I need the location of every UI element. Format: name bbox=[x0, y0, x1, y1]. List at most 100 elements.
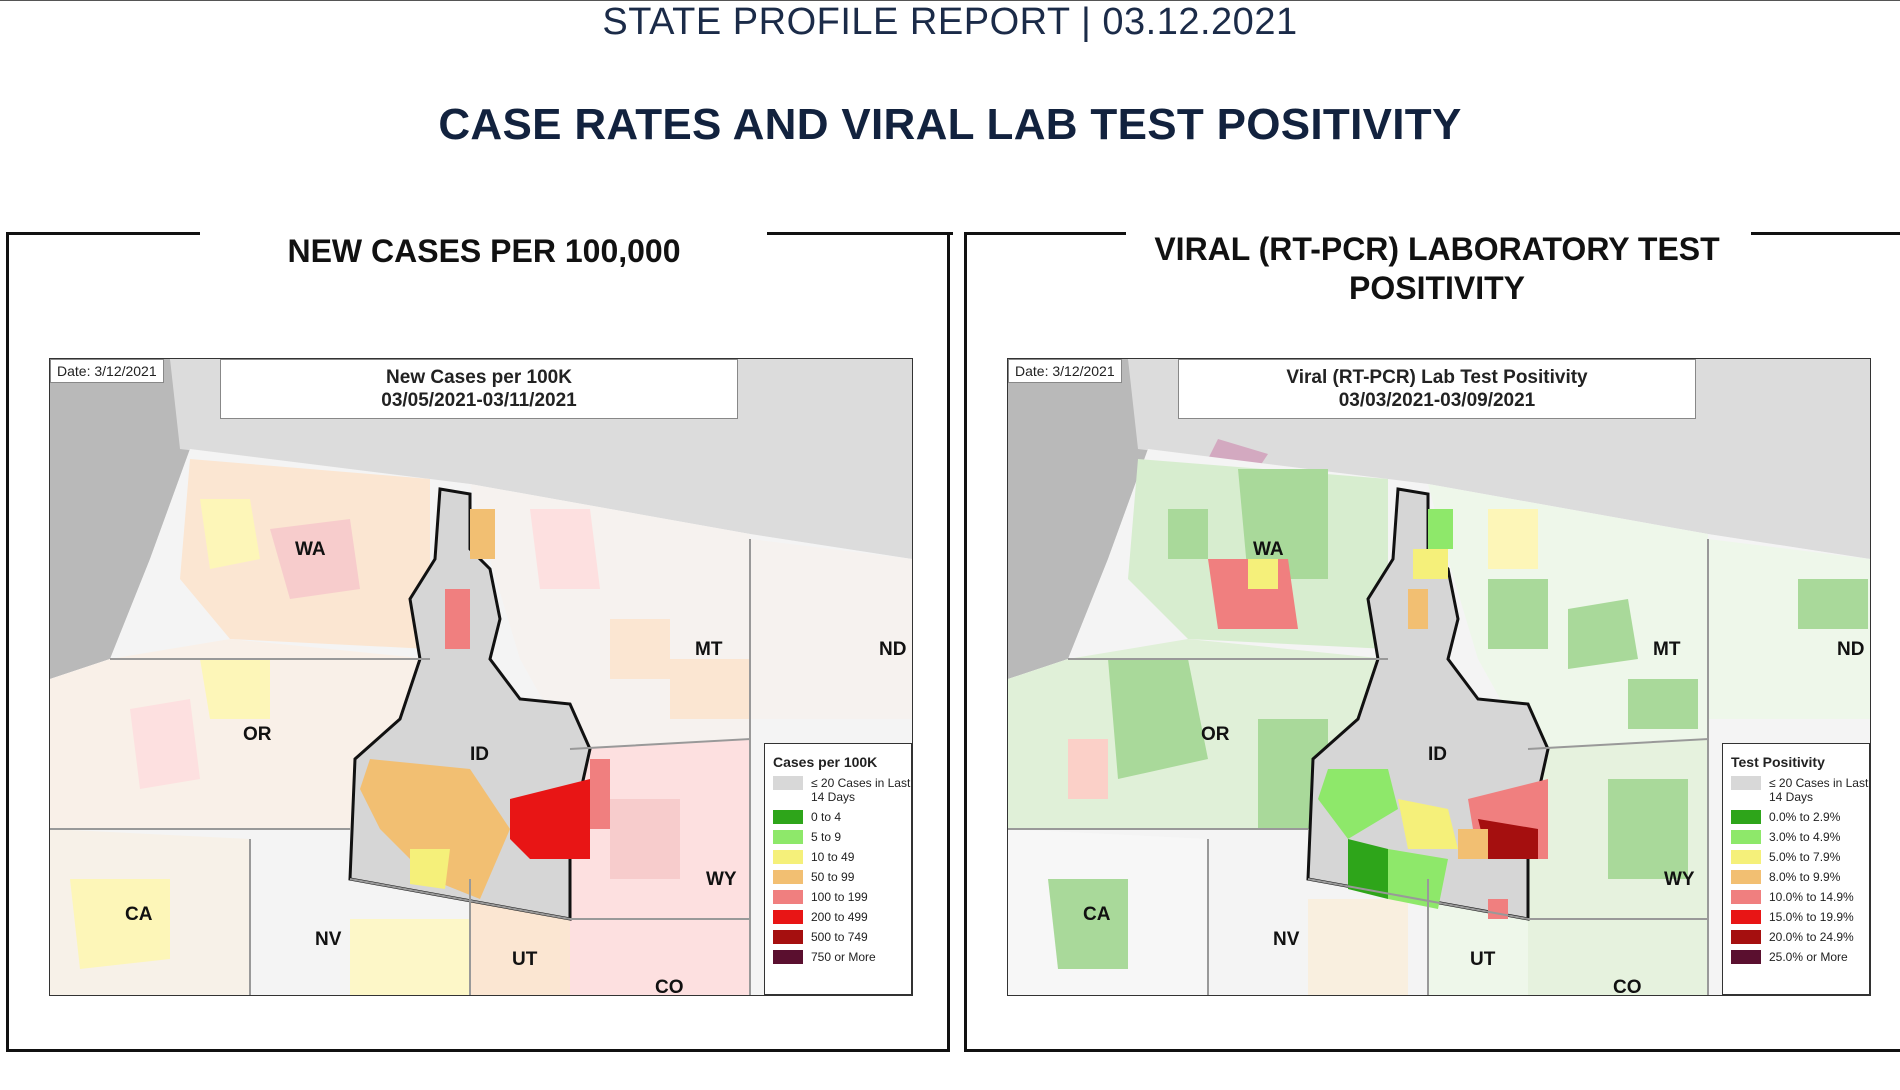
legend-label: 10 to 49 bbox=[811, 850, 855, 864]
legend-item: 500 to 749 bbox=[773, 930, 911, 944]
legend-item: 50 to 99 bbox=[773, 870, 911, 884]
panel-title: NEW CASES PER 100,000 bbox=[287, 233, 681, 269]
state-label-mt: MT bbox=[695, 639, 723, 660]
state-label-nv: NV bbox=[1273, 929, 1300, 950]
report-header: STATE PROFILE REPORT | 03.12.2021 bbox=[602, 1, 1298, 43]
legend-label: 200 to 499 bbox=[811, 910, 868, 924]
legend-item: 25.0% or More bbox=[1731, 950, 1869, 964]
map-date: Date: 3/12/2021 bbox=[1008, 359, 1122, 383]
map-title-line-2: 03/05/2021-03/11/2021 bbox=[381, 390, 577, 411]
panel-top-rule bbox=[964, 232, 1126, 235]
legend: Test Positivity ≤ 20 Cases in Last 14 Da… bbox=[1722, 743, 1870, 995]
map-date: Date: 3/12/2021 bbox=[50, 359, 164, 383]
state-label-or: OR bbox=[243, 724, 272, 745]
legend-label: 0 to 4 bbox=[811, 810, 842, 824]
legend-swatch bbox=[773, 890, 803, 904]
legend-item: 5 to 9 bbox=[773, 830, 911, 844]
state-label-co: CO bbox=[655, 977, 684, 996]
legend-label: 15.0% to 19.9% bbox=[1769, 910, 1854, 924]
state-label-wa: WA bbox=[295, 539, 326, 560]
legend-swatch bbox=[773, 870, 803, 884]
legend-item: 5.0% to 7.9% bbox=[1731, 850, 1869, 864]
legend-swatch bbox=[1731, 830, 1761, 844]
legend-label: 5 to 9 bbox=[811, 830, 842, 844]
legend-title: Test Positivity bbox=[1731, 754, 1825, 770]
legend-item: 20.0% to 24.9% bbox=[1731, 930, 1869, 944]
state-label-mt: MT bbox=[1653, 639, 1681, 660]
legend-swatch bbox=[1731, 910, 1761, 924]
legend-item: 0.0% to 2.9% bbox=[1731, 810, 1869, 824]
legend-swatch bbox=[1731, 810, 1761, 824]
legend-swatch bbox=[1731, 850, 1761, 864]
state-label-co: CO bbox=[1613, 977, 1642, 996]
state-label-ca: CA bbox=[125, 904, 153, 925]
legend-label: 0.0% to 2.9% bbox=[1769, 810, 1841, 824]
legend-label: 3.0% to 4.9% bbox=[1769, 830, 1841, 844]
legend-swatch bbox=[773, 930, 803, 944]
map-canvas bbox=[1008, 359, 1870, 995]
legend-swatch bbox=[773, 810, 803, 824]
legend-label: 10.0% to 14.9% bbox=[1769, 890, 1854, 904]
map-title: New Cases per 100K 03/05/2021-03/11/2021 bbox=[220, 359, 738, 419]
legend-swatch bbox=[1731, 870, 1761, 884]
panel-top-rule bbox=[767, 232, 953, 235]
map-new-cases: Date: 3/12/2021 New Cases per 100K 03/05… bbox=[49, 358, 913, 996]
legend-label: 5.0% to 7.9% bbox=[1769, 850, 1841, 864]
map-title: Viral (RT-PCR) Lab Test Positivity 03/03… bbox=[1178, 359, 1696, 419]
state-label-wy: WY bbox=[706, 869, 737, 890]
legend-swatch bbox=[1731, 776, 1761, 790]
legend-label: 500 to 749 bbox=[811, 930, 868, 944]
state-label-ca: CA bbox=[1083, 904, 1111, 925]
legend-item: 10.0% to 14.9% bbox=[1731, 890, 1869, 904]
legend-item: ≤ 20 Cases in Last 14 Days bbox=[1731, 776, 1869, 804]
panel-test-positivity: VIRAL (RT-PCR) LABORATORY TEST POSITIVIT… bbox=[964, 231, 1900, 1052]
panel-title: VIRAL (RT-PCR) LABORATORY TEST POSITIVIT… bbox=[1154, 231, 1720, 306]
map-title-line-1: Viral (RT-PCR) Lab Test Positivity bbox=[1286, 367, 1588, 388]
state-label-id: ID bbox=[1428, 744, 1447, 765]
map-title-line-2: 03/03/2021-03/09/2021 bbox=[1338, 390, 1536, 411]
legend-label: 100 to 199 bbox=[811, 890, 868, 904]
legend-swatch bbox=[773, 950, 803, 964]
state-label-nd: ND bbox=[1837, 639, 1865, 660]
legend-label: 25.0% or More bbox=[1769, 950, 1848, 964]
state-label-nv: NV bbox=[315, 929, 342, 950]
legend-swatch bbox=[773, 910, 803, 924]
legend-item: 10 to 49 bbox=[773, 850, 911, 864]
state-label-wa: WA bbox=[1253, 539, 1284, 560]
panel-top-rule bbox=[1751, 232, 1900, 235]
map-test-positivity: Date: 3/12/2021 Viral (RT-PCR) Lab Test … bbox=[1007, 358, 1871, 996]
legend-item: ≤ 20 Cases in Last 14 Days bbox=[773, 776, 911, 804]
legend-label: ≤ 20 Cases in Last 14 Days bbox=[811, 776, 911, 804]
legend-swatch bbox=[773, 850, 803, 864]
top-rule bbox=[0, 0, 1900, 1]
legend-title: Cases per 100K bbox=[773, 754, 878, 770]
state-label-ut: UT bbox=[512, 949, 538, 970]
legend-item: 15.0% to 19.9% bbox=[1731, 910, 1869, 924]
map-title-line-1: New Cases per 100K bbox=[386, 367, 572, 388]
legend-item: 750 or More bbox=[773, 950, 911, 964]
legend-label: 750 or More bbox=[811, 950, 876, 964]
legend-item: 8.0% to 9.9% bbox=[1731, 870, 1869, 884]
legend-label: 50 to 99 bbox=[811, 870, 855, 884]
state-label-id: ID bbox=[470, 744, 489, 765]
legend-label: 20.0% to 24.9% bbox=[1769, 930, 1854, 944]
state-label-wy: WY bbox=[1664, 869, 1695, 890]
section-title: CASE RATES AND VIRAL LAB TEST POSITIVITY bbox=[438, 100, 1462, 149]
state-label-ut: UT bbox=[1470, 949, 1496, 970]
legend-swatch bbox=[773, 776, 803, 790]
legend-swatch bbox=[1731, 890, 1761, 904]
state-label-or: OR bbox=[1201, 724, 1230, 745]
state-label-nd: ND bbox=[879, 639, 907, 660]
legend-item: 100 to 199 bbox=[773, 890, 911, 904]
legend: Cases per 100K ≤ 20 Cases in Last 14 Day… bbox=[764, 743, 912, 995]
panel-top-rule bbox=[6, 232, 200, 235]
legend-swatch bbox=[773, 830, 803, 844]
legend-label: 8.0% to 9.9% bbox=[1769, 870, 1841, 884]
legend-label: ≤ 20 Cases in Last 14 Days bbox=[1769, 776, 1869, 804]
legend-swatch bbox=[1731, 930, 1761, 944]
legend-swatch bbox=[1731, 950, 1761, 964]
panel-new-cases: NEW CASES PER 100,000 bbox=[6, 232, 953, 1052]
legend-item: 3.0% to 4.9% bbox=[1731, 830, 1869, 844]
legend-item: 200 to 499 bbox=[773, 910, 911, 924]
legend-item: 0 to 4 bbox=[773, 810, 911, 824]
